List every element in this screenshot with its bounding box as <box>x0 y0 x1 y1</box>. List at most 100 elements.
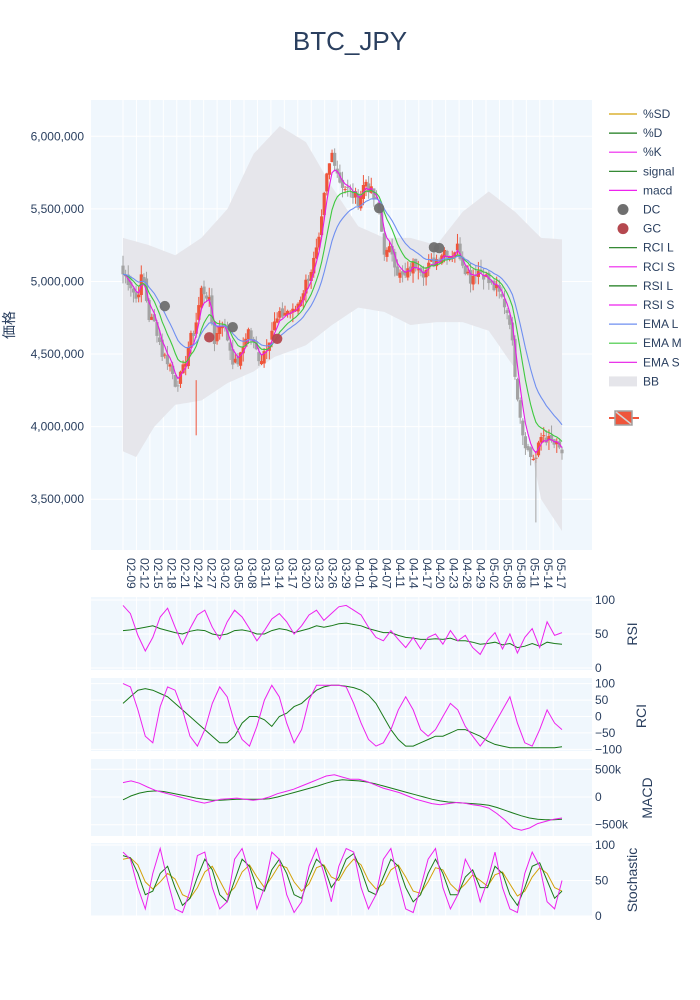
candle-body <box>414 258 418 269</box>
candlesticks <box>121 148 564 523</box>
candle-body <box>207 297 211 301</box>
candle-body <box>489 280 494 283</box>
rci-y-label: RCI <box>633 704 649 728</box>
candle-body <box>560 449 564 454</box>
price-x-tick-label: 03-14 <box>272 558 286 589</box>
price-x-tick-label: 03-02 <box>218 558 232 589</box>
macd-y-tick-label: −500k <box>595 818 629 832</box>
price-y-tick-label: 3,500,000 <box>31 492 85 506</box>
legend-candle-entry[interactable] <box>609 410 639 426</box>
dc-marker <box>159 300 171 312</box>
candle-body <box>529 447 533 458</box>
legend-item[interactable]: %D <box>609 126 663 140</box>
candle-body <box>510 322 514 341</box>
price-x-tick-label: 04-23 <box>447 558 461 589</box>
candle-body <box>343 189 347 191</box>
legend-label: DC <box>643 203 661 217</box>
rci-plot-area <box>91 678 592 751</box>
legend-item[interactable]: RCI S <box>609 260 675 274</box>
candle-body <box>521 420 525 436</box>
rsi-y-tick-label: 100 <box>595 593 615 607</box>
candle-body <box>500 294 504 297</box>
candle-body <box>312 257 316 274</box>
stoch-d-line <box>122 852 563 907</box>
price-y-tick-label: 4,000,000 <box>31 420 85 434</box>
legend-label: %SD <box>643 107 671 121</box>
candle-body <box>163 354 167 356</box>
candle-body <box>380 208 384 232</box>
candle-body <box>238 352 243 366</box>
cross-signals <box>159 202 445 344</box>
legend-item[interactable]: EMA S <box>609 355 680 369</box>
candle-body <box>317 236 321 248</box>
price-x-tick-label: 04-11 <box>393 558 407 588</box>
price-x-tick-label: 03-05 <box>232 558 246 589</box>
chart-title: BTC_JPY <box>293 26 407 56</box>
price-y-label: 価格 <box>1 311 17 339</box>
stoch-y-tick-label: 50 <box>595 874 609 888</box>
bb-band <box>123 126 562 532</box>
gc-marker <box>271 333 283 344</box>
legend-item[interactable]: signal <box>609 164 674 178</box>
legend-item[interactable]: RSI S <box>609 298 674 312</box>
candle-body <box>291 308 295 313</box>
legend-label: EMA M <box>643 336 682 350</box>
legend-item[interactable]: EMA L <box>609 317 679 331</box>
candle-body <box>369 186 373 193</box>
candle-body <box>416 269 420 271</box>
price-y-tick-label: 5,500,000 <box>31 202 85 216</box>
price-y-tick-label: 4,500,000 <box>31 347 85 361</box>
candle-body <box>356 193 360 206</box>
legend-item[interactable]: %SD <box>609 107 671 121</box>
macd-line <box>122 774 563 831</box>
legend-label: EMA S <box>643 355 680 369</box>
macd-y-label: MACD <box>639 777 655 818</box>
legend-item[interactable]: macd <box>609 183 672 197</box>
candle-body <box>152 314 156 322</box>
legend-item[interactable]: EMA M <box>609 336 682 350</box>
candle-body <box>309 272 313 281</box>
legend-label: signal <box>643 164 674 178</box>
legend-candle-diagonal <box>615 411 632 425</box>
price-x-tick-label: 05-05 <box>500 558 514 589</box>
legend-item[interactable]: %K <box>609 145 662 159</box>
candle-body <box>523 436 528 449</box>
candle-body <box>432 257 436 267</box>
rci-y-tick-label: −50 <box>595 726 616 740</box>
price-x-tick-label: 02-24 <box>191 558 205 589</box>
legend-label: RSI S <box>643 298 674 312</box>
candle-body <box>497 285 501 292</box>
price-x-tick-label: 04-20 <box>433 558 447 589</box>
rsi-l-line <box>122 622 563 649</box>
legend-item[interactable]: BB <box>609 374 659 388</box>
candle-body <box>544 437 548 443</box>
legend-label: %D <box>643 126 663 140</box>
price-y-tick-label: 5,000,000 <box>31 274 85 288</box>
price-x-tick-label: 05-14 <box>541 558 555 589</box>
dc-marker <box>227 321 238 333</box>
price-x-tick-label: 03-17 <box>285 558 299 589</box>
candle-body <box>319 216 324 236</box>
candle-body <box>382 233 386 255</box>
ema-l-line <box>122 198 563 426</box>
price-x-ticks: 02-09 02-12 02-15 02-18 02-21 02-24 02-27 03-02… <box>124 558 568 589</box>
candle-body <box>458 243 462 260</box>
candle-body <box>387 246 392 253</box>
candle-body <box>495 284 499 289</box>
price-x-tick-label: 04-01 <box>353 558 367 589</box>
candle-body <box>301 293 305 301</box>
candle-body <box>262 351 266 364</box>
legend-item[interactable]: GC <box>617 222 662 236</box>
candle-body <box>220 325 224 329</box>
candle-body <box>455 243 460 251</box>
legend-item[interactable]: RCI L <box>609 241 674 255</box>
candle-body <box>367 183 371 193</box>
legend-item[interactable]: DC <box>617 203 661 217</box>
legend-label: RCI S <box>643 260 675 274</box>
candle-body <box>526 446 530 451</box>
rci-s-line <box>122 683 563 748</box>
candle-body <box>542 435 546 437</box>
legend-item[interactable]: RSI L <box>609 279 673 293</box>
candle-body <box>246 329 251 339</box>
candle-body <box>236 356 240 365</box>
